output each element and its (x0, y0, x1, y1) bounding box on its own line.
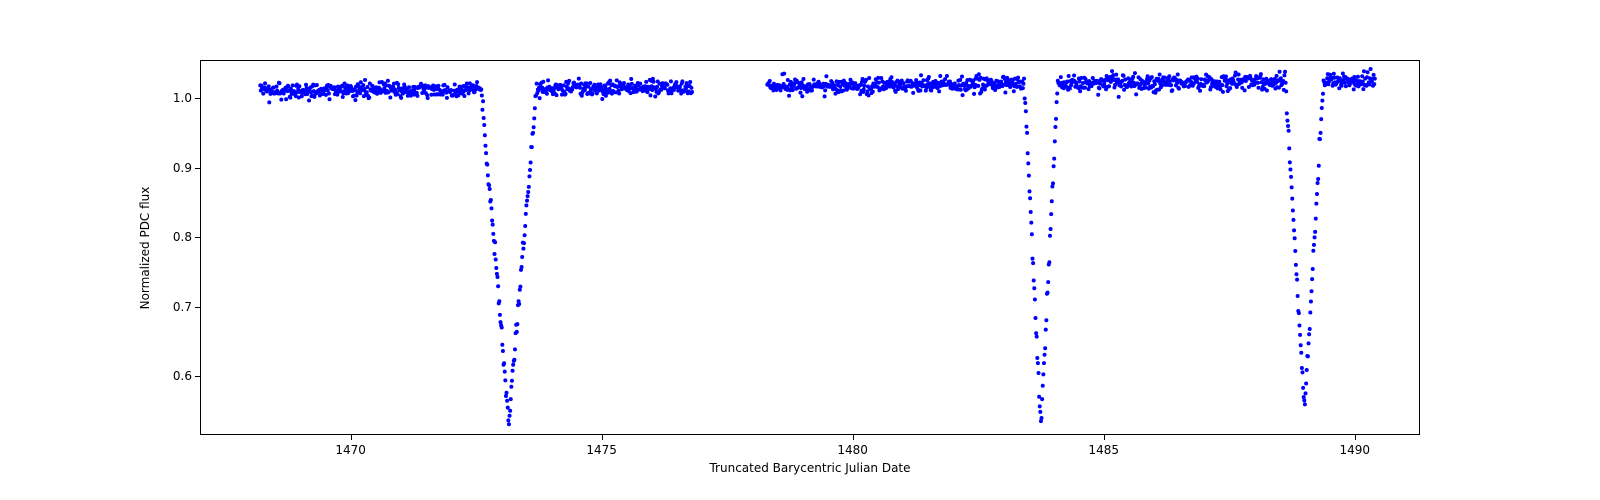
y-tick-label: 0.6 (170, 369, 192, 383)
x-tick-label: 1475 (586, 443, 617, 457)
x-tick-mark (1355, 435, 1356, 440)
x-tick-label: 1490 (1339, 443, 1370, 457)
x-tick-mark (351, 435, 352, 440)
x-tick-label: 1485 (1088, 443, 1119, 457)
y-tick-label: 0.8 (170, 230, 192, 244)
y-tick-mark (195, 98, 200, 99)
y-tick-label: 1.0 (170, 91, 192, 105)
y-tick-label: 0.9 (170, 161, 192, 175)
y-axis-label: Normalized PDC flux (138, 186, 152, 309)
x-tick-label: 1470 (335, 443, 366, 457)
plot-axes (200, 60, 1420, 435)
y-tick-mark (195, 307, 200, 308)
y-tick-label: 0.7 (170, 300, 192, 314)
figure: 1470 1475 1480 1485 1490 0.6 0.7 0.8 0.9 1.0 Tru… (0, 0, 1600, 500)
scatter-plot (200, 60, 1420, 435)
y-tick-mark (195, 168, 200, 169)
y-tick-mark (195, 376, 200, 377)
x-axis-label: Truncated Barycentric Julian Date (709, 461, 910, 475)
x-tick-mark (602, 435, 603, 440)
x-tick-mark (853, 435, 854, 440)
y-tick-mark (195, 237, 200, 238)
x-tick-label: 1480 (837, 443, 868, 457)
x-tick-mark (1104, 435, 1105, 440)
